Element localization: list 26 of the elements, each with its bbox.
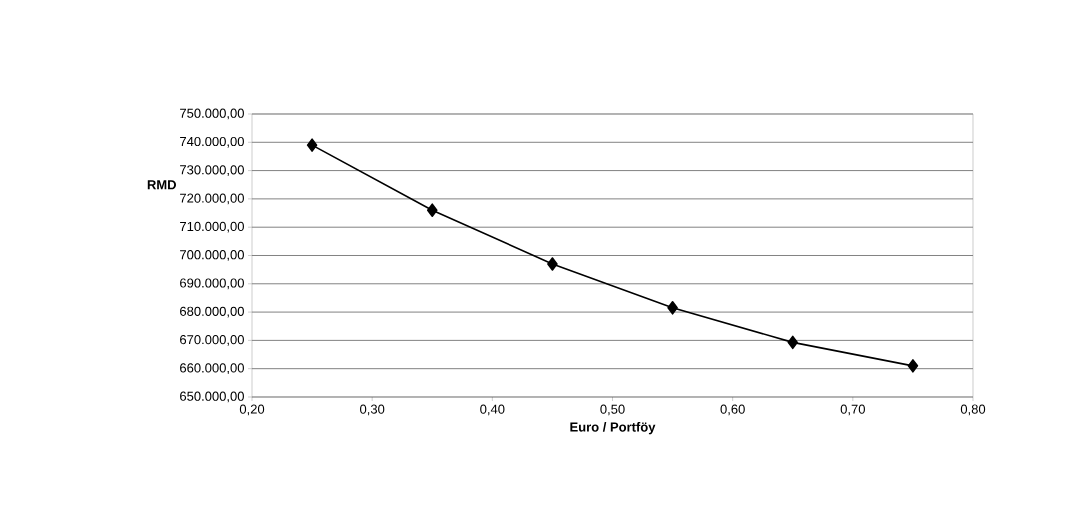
x-tick-label: 0,50 — [600, 404, 625, 416]
point — [907, 359, 919, 373]
y-tick-label: 690.000,00 — [180, 278, 244, 290]
y-tick-label: 650.000,00 — [180, 391, 244, 403]
y-tick-label: 670.000,00 — [180, 335, 244, 346]
point — [667, 301, 678, 315]
x-tick-label: 0,70 — [840, 404, 865, 416]
y-tick-label: 730.000,00 — [180, 165, 244, 176]
x-tick-label: 0,40 — [480, 404, 505, 416]
point — [787, 335, 799, 350]
x-tick-label: 0,30 — [360, 404, 385, 416]
y-tick-label: 680.000,00 — [180, 306, 244, 318]
y-tick-label: 720.000,00 — [180, 193, 244, 205]
y-tick-label: 660.000,00 — [180, 363, 244, 375]
y-tick-label: 750.000,00 — [180, 108, 244, 120]
x-tick-label: 0,20 — [239, 404, 265, 416]
x-axis-title: Euro / Portföy — [570, 422, 656, 435]
x-tick-label: 0,80 — [960, 404, 986, 416]
point — [426, 203, 438, 218]
point — [547, 257, 558, 271]
x-tick-label: 0,60 — [720, 404, 745, 416]
y-axis-title: RMD — [147, 180, 176, 190]
point — [306, 138, 318, 152]
y-tick-label: 700.000,00 — [180, 250, 244, 261]
y-tick-label: 740.000,00 — [180, 136, 244, 148]
y-tick-label: 710.000,00 — [180, 221, 244, 233]
